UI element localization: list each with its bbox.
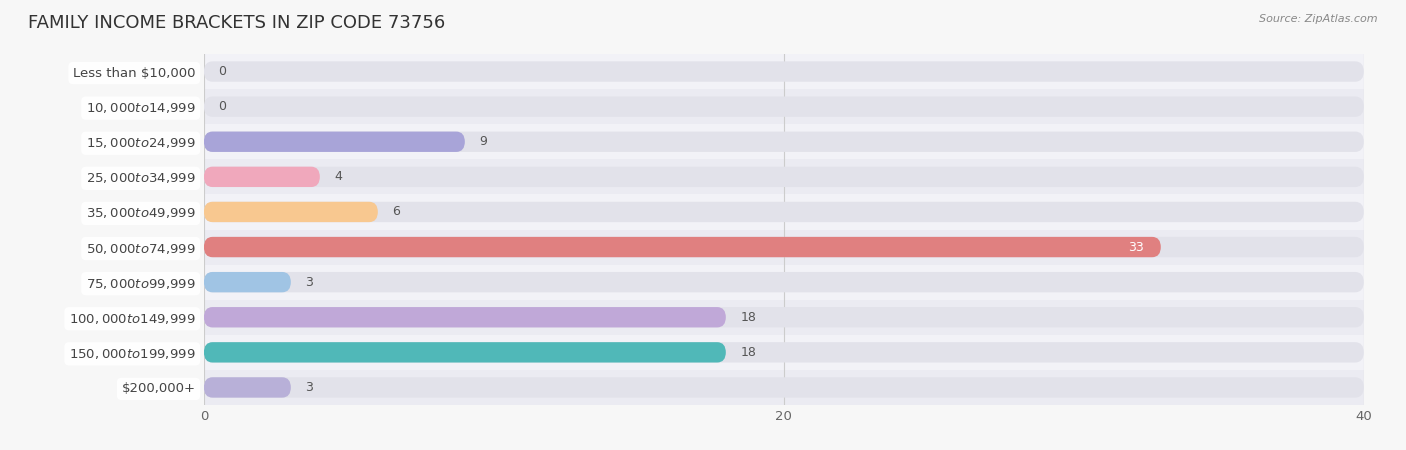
FancyBboxPatch shape — [204, 166, 1364, 187]
FancyBboxPatch shape — [204, 272, 291, 292]
Text: 18: 18 — [741, 311, 756, 324]
FancyBboxPatch shape — [204, 307, 1364, 328]
FancyBboxPatch shape — [204, 202, 1364, 222]
Bar — [204, 89, 1364, 124]
Bar — [204, 194, 1364, 230]
Text: 3: 3 — [305, 276, 314, 288]
Text: 3: 3 — [305, 381, 314, 394]
FancyBboxPatch shape — [204, 237, 1364, 257]
Text: Source: ZipAtlas.com: Source: ZipAtlas.com — [1260, 14, 1378, 23]
FancyBboxPatch shape — [204, 166, 321, 187]
FancyBboxPatch shape — [204, 272, 1364, 292]
Bar — [204, 230, 1364, 265]
FancyBboxPatch shape — [204, 202, 378, 222]
Text: 4: 4 — [335, 171, 342, 183]
Bar — [204, 124, 1364, 159]
Text: 6: 6 — [392, 206, 401, 218]
Bar — [204, 54, 1364, 89]
FancyBboxPatch shape — [204, 131, 1364, 152]
FancyBboxPatch shape — [204, 377, 1364, 398]
Bar — [204, 159, 1364, 194]
FancyBboxPatch shape — [204, 342, 725, 363]
Bar — [204, 300, 1364, 335]
FancyBboxPatch shape — [204, 61, 1364, 82]
FancyBboxPatch shape — [204, 131, 465, 152]
Text: 0: 0 — [218, 65, 226, 78]
Text: 18: 18 — [741, 346, 756, 359]
Bar — [204, 370, 1364, 405]
FancyBboxPatch shape — [204, 96, 1364, 117]
Text: 9: 9 — [479, 135, 488, 148]
Text: 0: 0 — [218, 100, 226, 113]
Bar — [204, 335, 1364, 370]
Text: 33: 33 — [1128, 241, 1143, 253]
Text: FAMILY INCOME BRACKETS IN ZIP CODE 73756: FAMILY INCOME BRACKETS IN ZIP CODE 73756 — [28, 14, 446, 32]
FancyBboxPatch shape — [204, 342, 1364, 363]
FancyBboxPatch shape — [204, 377, 291, 398]
Bar — [204, 265, 1364, 300]
FancyBboxPatch shape — [204, 237, 1161, 257]
FancyBboxPatch shape — [204, 307, 725, 328]
